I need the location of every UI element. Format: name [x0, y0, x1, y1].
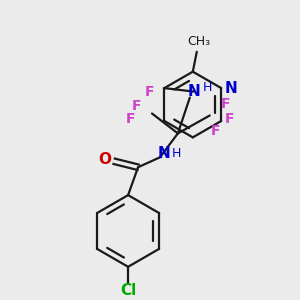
Text: F: F [225, 112, 234, 127]
Text: N: N [158, 146, 170, 161]
Text: N: N [188, 84, 200, 99]
Text: H: H [203, 81, 212, 94]
Text: F: F [211, 124, 220, 138]
Text: O: O [99, 152, 112, 167]
Text: F: F [125, 112, 135, 127]
Text: F: F [145, 85, 155, 99]
Text: F: F [221, 97, 230, 110]
Text: H: H [172, 147, 182, 160]
Text: CH₃: CH₃ [187, 35, 210, 48]
Text: F: F [131, 98, 141, 112]
Text: Cl: Cl [120, 283, 136, 298]
Text: N: N [225, 81, 238, 96]
